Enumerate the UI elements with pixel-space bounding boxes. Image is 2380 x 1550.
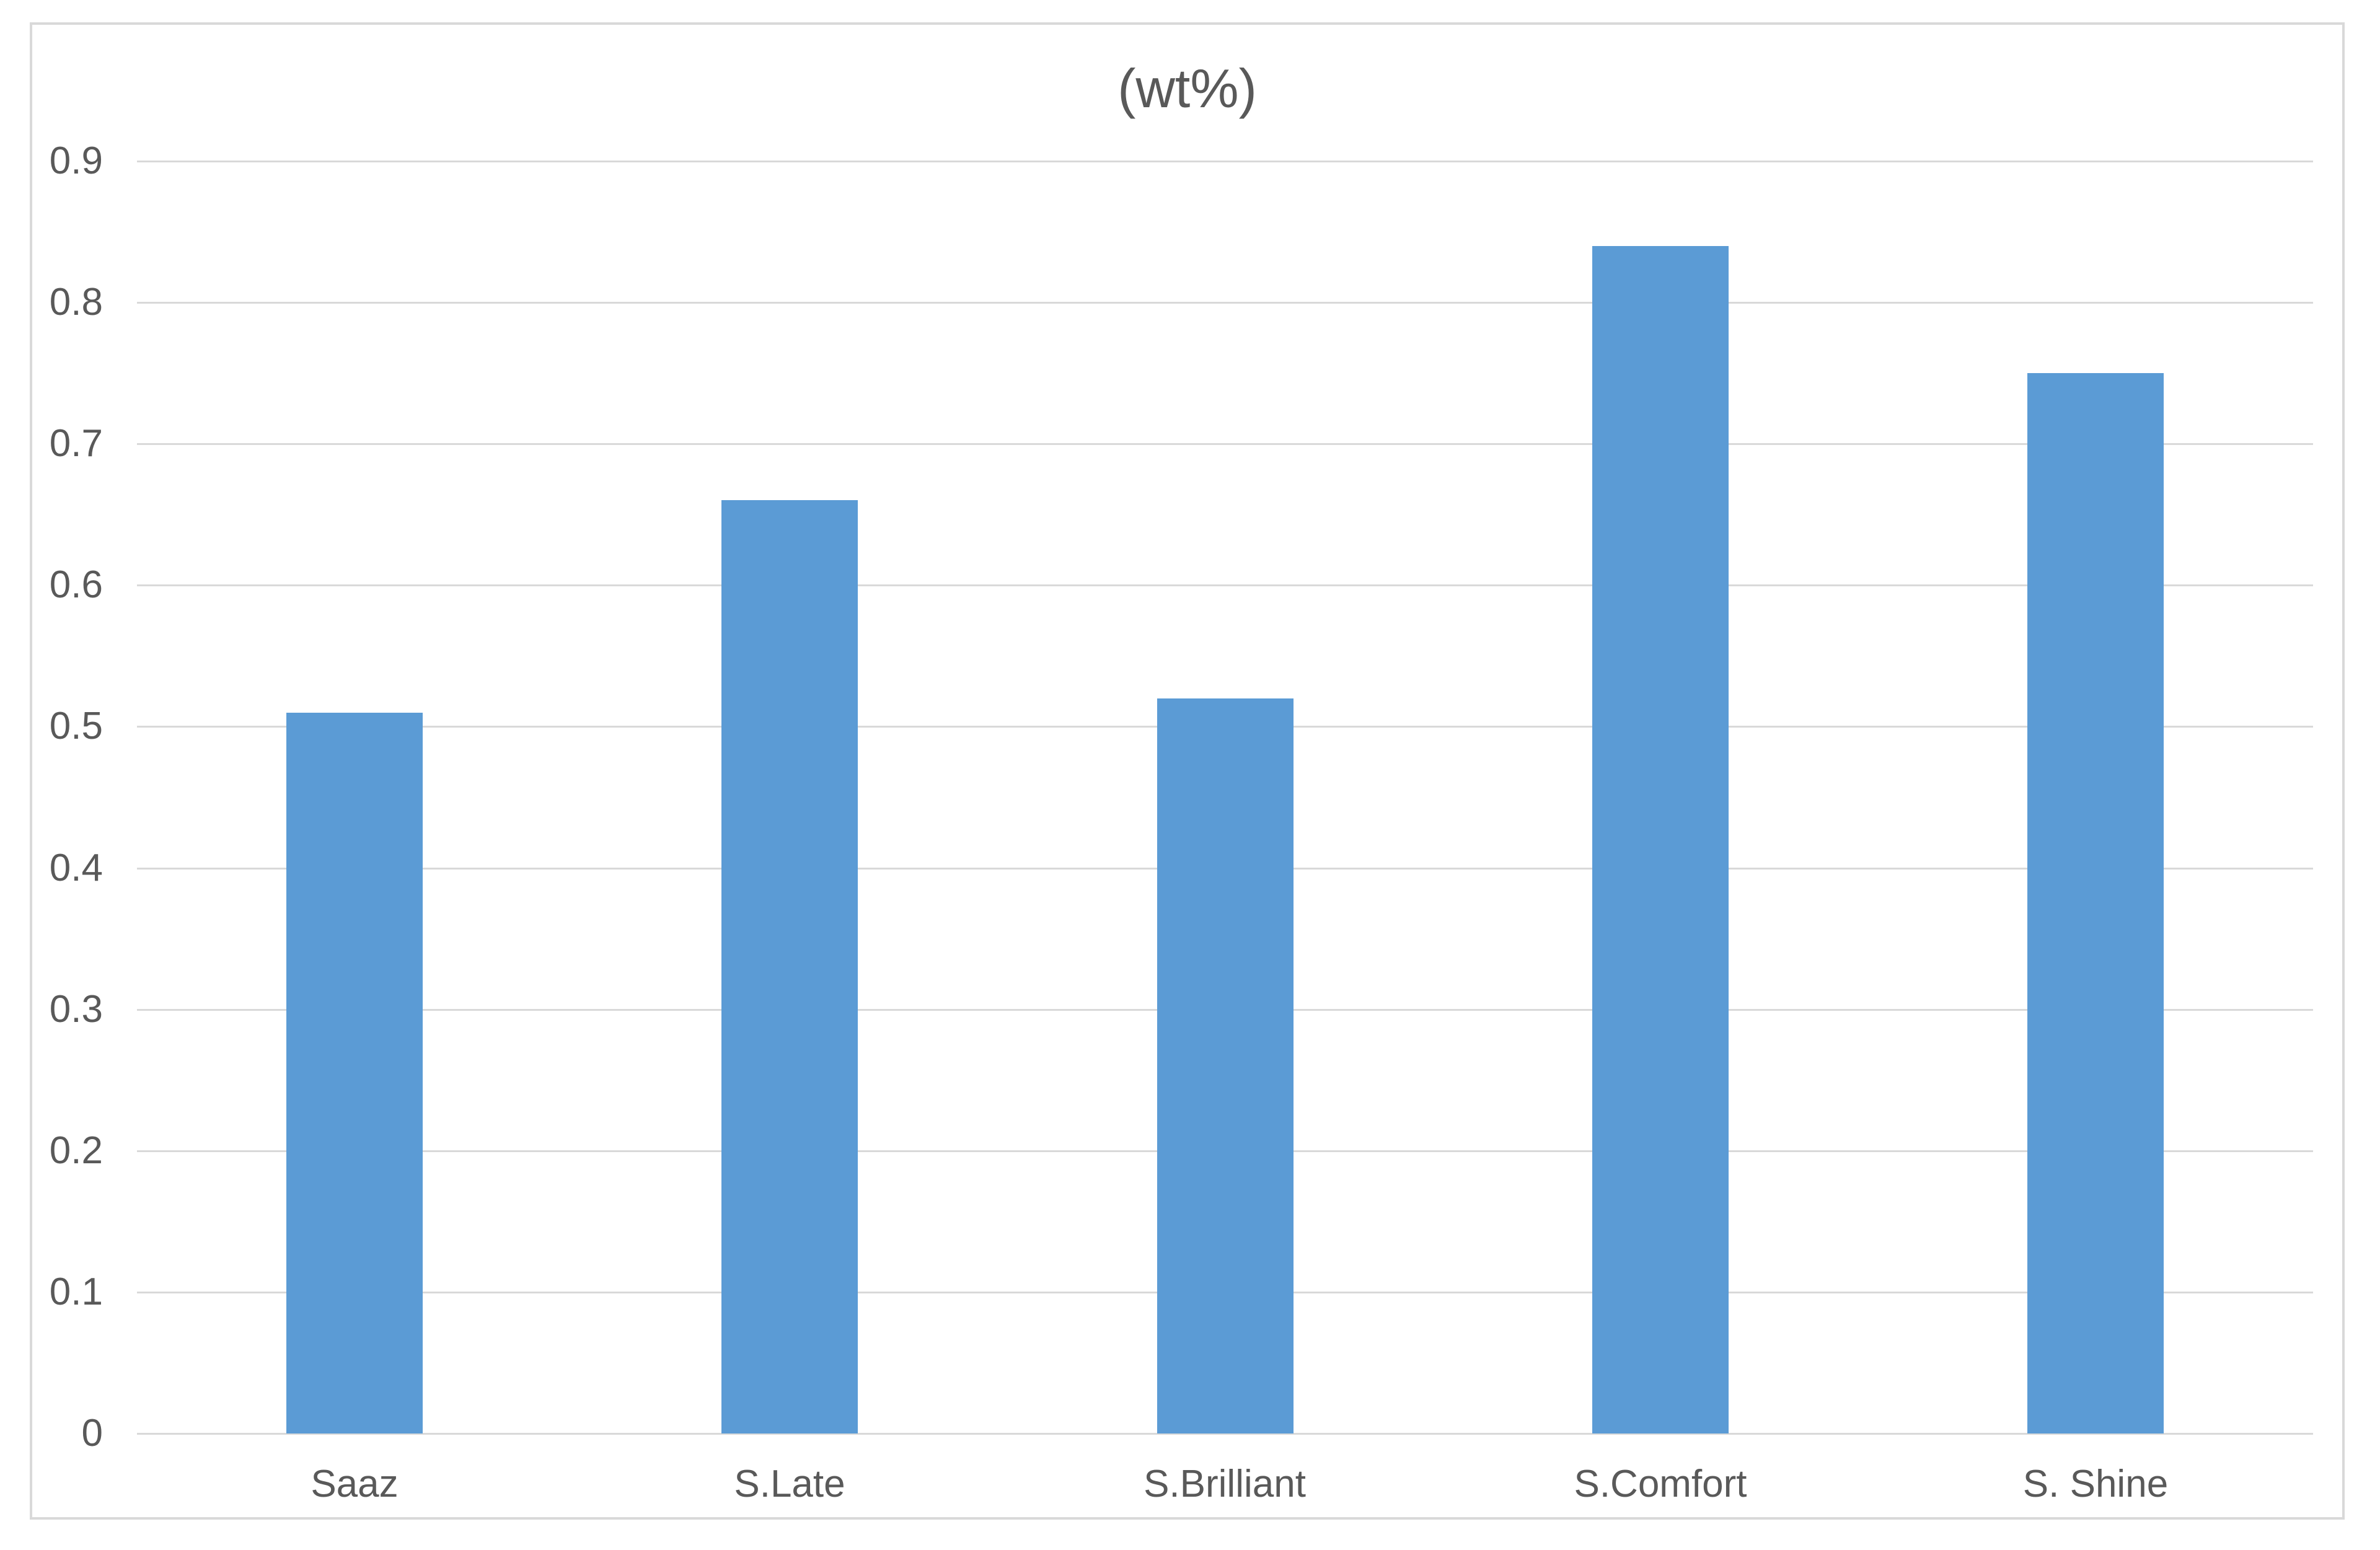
bar-s-shine xyxy=(2027,373,2164,1433)
y-tick-label: 0.4 xyxy=(49,847,103,889)
bar-s-comfort xyxy=(1592,246,1729,1433)
gridline xyxy=(137,161,2313,162)
x-category-label: Saaz xyxy=(311,1463,399,1505)
chart-title: (wt%) xyxy=(1117,58,1257,119)
y-tick-label: 0.2 xyxy=(49,1129,103,1172)
bar-saaz xyxy=(286,713,423,1433)
x-category-label: S. Shine xyxy=(2022,1463,2169,1505)
gridline xyxy=(137,302,2313,304)
bar-s-late xyxy=(721,500,858,1433)
bar-s-brilliant xyxy=(1157,698,1294,1433)
x-axis-line xyxy=(137,1433,2313,1435)
y-tick-label: 0.1 xyxy=(49,1270,103,1313)
x-category-label: S.Comfort xyxy=(1574,1463,1747,1505)
x-category-label: S.Brilliant xyxy=(1144,1463,1306,1505)
y-tick-label: 0.6 xyxy=(49,563,103,606)
y-tick-label: 0.8 xyxy=(49,281,103,324)
y-tick-label: 0.7 xyxy=(49,422,103,465)
gridline xyxy=(137,584,2313,587)
x-category-label: S.Late xyxy=(734,1463,845,1505)
y-tick-label: 0.5 xyxy=(49,705,103,747)
y-tick-label: 0.3 xyxy=(49,988,103,1031)
y-tick-label: 0.9 xyxy=(49,139,103,182)
chart-frame: (wt%) 0 0.1 0.2 0.3 0.4 0.5 0.6 0.7 0.8 0.9 Saaz S… xyxy=(30,22,2345,1520)
y-tick-label: 0 xyxy=(81,1412,103,1455)
plot-area xyxy=(137,161,2313,1435)
gridline xyxy=(137,443,2313,446)
